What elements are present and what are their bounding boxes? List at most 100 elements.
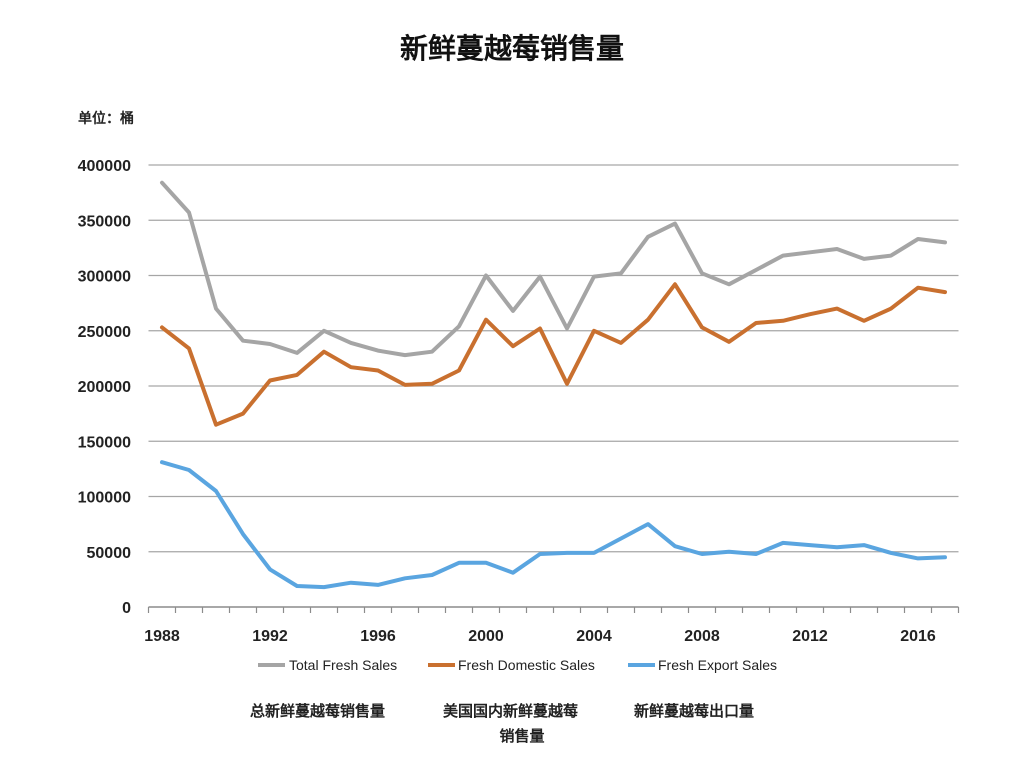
- series-line-fresh-export-sales: [160, 460, 947, 590]
- caption-total: 总新鲜蔓越莓销售量: [250, 702, 385, 720]
- y-tick-label: 250000: [78, 324, 131, 341]
- data-point-fresh-export-sales: [186, 467, 192, 473]
- data-point-fresh-domestic-sales: [375, 368, 381, 374]
- data-point-fresh-export-sales: [699, 551, 705, 557]
- data-point-fresh-export-sales: [942, 554, 948, 560]
- data-point-fresh-domestic-sales: [807, 311, 813, 317]
- data-point-fresh-domestic-sales: [915, 285, 921, 291]
- data-point-fresh-export-sales: [753, 551, 759, 557]
- series-lines: [160, 180, 947, 590]
- y-tick-label: 200000: [78, 379, 131, 396]
- data-point-total-fresh-sales: [429, 349, 435, 355]
- data-point-fresh-export-sales: [888, 550, 894, 556]
- y-tick-label: 100000: [78, 490, 131, 507]
- data-point-total-fresh-sales: [321, 328, 327, 334]
- data-point-total-fresh-sales: [861, 256, 867, 262]
- data-point-total-fresh-sales: [753, 267, 759, 273]
- data-point-fresh-export-sales: [294, 583, 300, 589]
- data-point-fresh-domestic-sales: [888, 306, 894, 312]
- x-tick-label: 2016: [900, 628, 936, 645]
- data-point-fresh-domestic-sales: [672, 281, 678, 287]
- data-point-fresh-export-sales: [402, 575, 408, 581]
- data-point-total-fresh-sales: [726, 281, 732, 287]
- data-point-total-fresh-sales: [699, 270, 705, 276]
- data-point-fresh-domestic-sales: [294, 372, 300, 378]
- data-point-total-fresh-sales: [483, 273, 489, 279]
- legend-label-domestic: Fresh Domestic Sales: [458, 657, 595, 673]
- data-point-total-fresh-sales: [402, 352, 408, 358]
- y-tick-label: 150000: [78, 434, 131, 451]
- data-point-fresh-export-sales: [672, 543, 678, 549]
- data-point-total-fresh-sales: [834, 246, 840, 252]
- x-tick-label: 2008: [684, 628, 720, 645]
- data-point-fresh-export-sales: [213, 488, 219, 494]
- y-tick-label: 400000: [78, 158, 131, 175]
- data-point-total-fresh-sales: [807, 249, 813, 255]
- data-point-total-fresh-sales: [159, 180, 165, 186]
- data-point-fresh-domestic-sales: [456, 368, 462, 374]
- data-point-fresh-domestic-sales: [699, 324, 705, 330]
- data-point-fresh-export-sales: [375, 582, 381, 588]
- legend: Total Fresh Sales Fresh Domestic Sales F…: [258, 657, 777, 673]
- data-point-total-fresh-sales: [564, 326, 570, 332]
- data-points: [159, 180, 948, 590]
- data-point-fresh-export-sales: [834, 544, 840, 550]
- data-point-fresh-export-sales: [429, 572, 435, 578]
- series-line-fresh-domestic-sales: [160, 282, 947, 427]
- data-point-fresh-domestic-sales: [483, 317, 489, 323]
- data-point-fresh-domestic-sales: [942, 289, 948, 295]
- data-point-fresh-domestic-sales: [429, 381, 435, 387]
- data-point-fresh-domestic-sales: [321, 349, 327, 355]
- x-tick-label: 2012: [792, 628, 828, 645]
- data-point-fresh-domestic-sales: [645, 317, 651, 323]
- y-tick-label: 300000: [78, 269, 131, 286]
- legend-item-total: Total Fresh Sales: [258, 657, 397, 673]
- data-point-fresh-domestic-sales: [780, 318, 786, 324]
- data-point-fresh-export-sales: [537, 551, 543, 557]
- data-point-fresh-export-sales: [591, 550, 597, 556]
- legend-label-export: Fresh Export Sales: [658, 657, 777, 673]
- data-point-fresh-domestic-sales: [186, 345, 192, 351]
- data-point-fresh-domestic-sales: [159, 324, 165, 330]
- x-tick-label: 2004: [576, 628, 612, 645]
- data-point-fresh-export-sales: [321, 584, 327, 590]
- data-point-fresh-domestic-sales: [402, 382, 408, 388]
- x-tick-label: 1996: [360, 628, 396, 645]
- data-point-total-fresh-sales: [213, 306, 219, 312]
- captions: 总新鲜蔓越莓销售量 美国国内新鲜蔓越莓 销售量 新鲜蔓越莓出口量: [250, 702, 754, 745]
- data-point-fresh-export-sales: [483, 560, 489, 566]
- gridlines: [148, 164, 959, 553]
- data-point-fresh-domestic-sales: [348, 364, 354, 370]
- data-point-fresh-export-sales: [348, 580, 354, 586]
- y-axis-tick-labels: 0 50000 100000 150000 200000 250000 300000 3500…: [78, 158, 131, 617]
- data-point-fresh-domestic-sales: [753, 320, 759, 326]
- x-tick-label: 1992: [252, 628, 288, 645]
- data-point-fresh-domestic-sales: [726, 339, 732, 345]
- data-point-total-fresh-sales: [456, 323, 462, 329]
- data-point-total-fresh-sales: [186, 210, 192, 216]
- data-point-fresh-domestic-sales: [510, 343, 516, 349]
- data-point-fresh-domestic-sales: [213, 422, 219, 428]
- data-point-fresh-export-sales: [564, 550, 570, 556]
- data-point-fresh-export-sales: [456, 560, 462, 566]
- x-tick-label: 2000: [468, 628, 504, 645]
- data-point-total-fresh-sales: [672, 221, 678, 227]
- caption-domestic-line-2: 销售量: [499, 727, 544, 745]
- x-tick-label: 1988: [144, 628, 180, 645]
- data-point-fresh-export-sales: [726, 549, 732, 555]
- data-point-fresh-export-sales: [240, 531, 246, 537]
- caption-domestic-line-1: 美国国内新鲜蔓越莓: [443, 702, 578, 720]
- caption-export: 新鲜蔓越莓出口量: [634, 702, 754, 720]
- data-point-fresh-export-sales: [267, 566, 273, 572]
- data-point-total-fresh-sales: [888, 253, 894, 259]
- data-point-fresh-domestic-sales: [618, 340, 624, 346]
- series-line-total-fresh-sales: [160, 180, 947, 358]
- data-point-fresh-domestic-sales: [564, 381, 570, 387]
- data-point-total-fresh-sales: [348, 340, 354, 346]
- data-point-fresh-export-sales: [807, 542, 813, 548]
- data-point-total-fresh-sales: [915, 236, 921, 242]
- data-point-fresh-export-sales: [510, 570, 516, 576]
- unit-label: 单位：桶: [78, 110, 134, 127]
- data-point-total-fresh-sales: [375, 348, 381, 354]
